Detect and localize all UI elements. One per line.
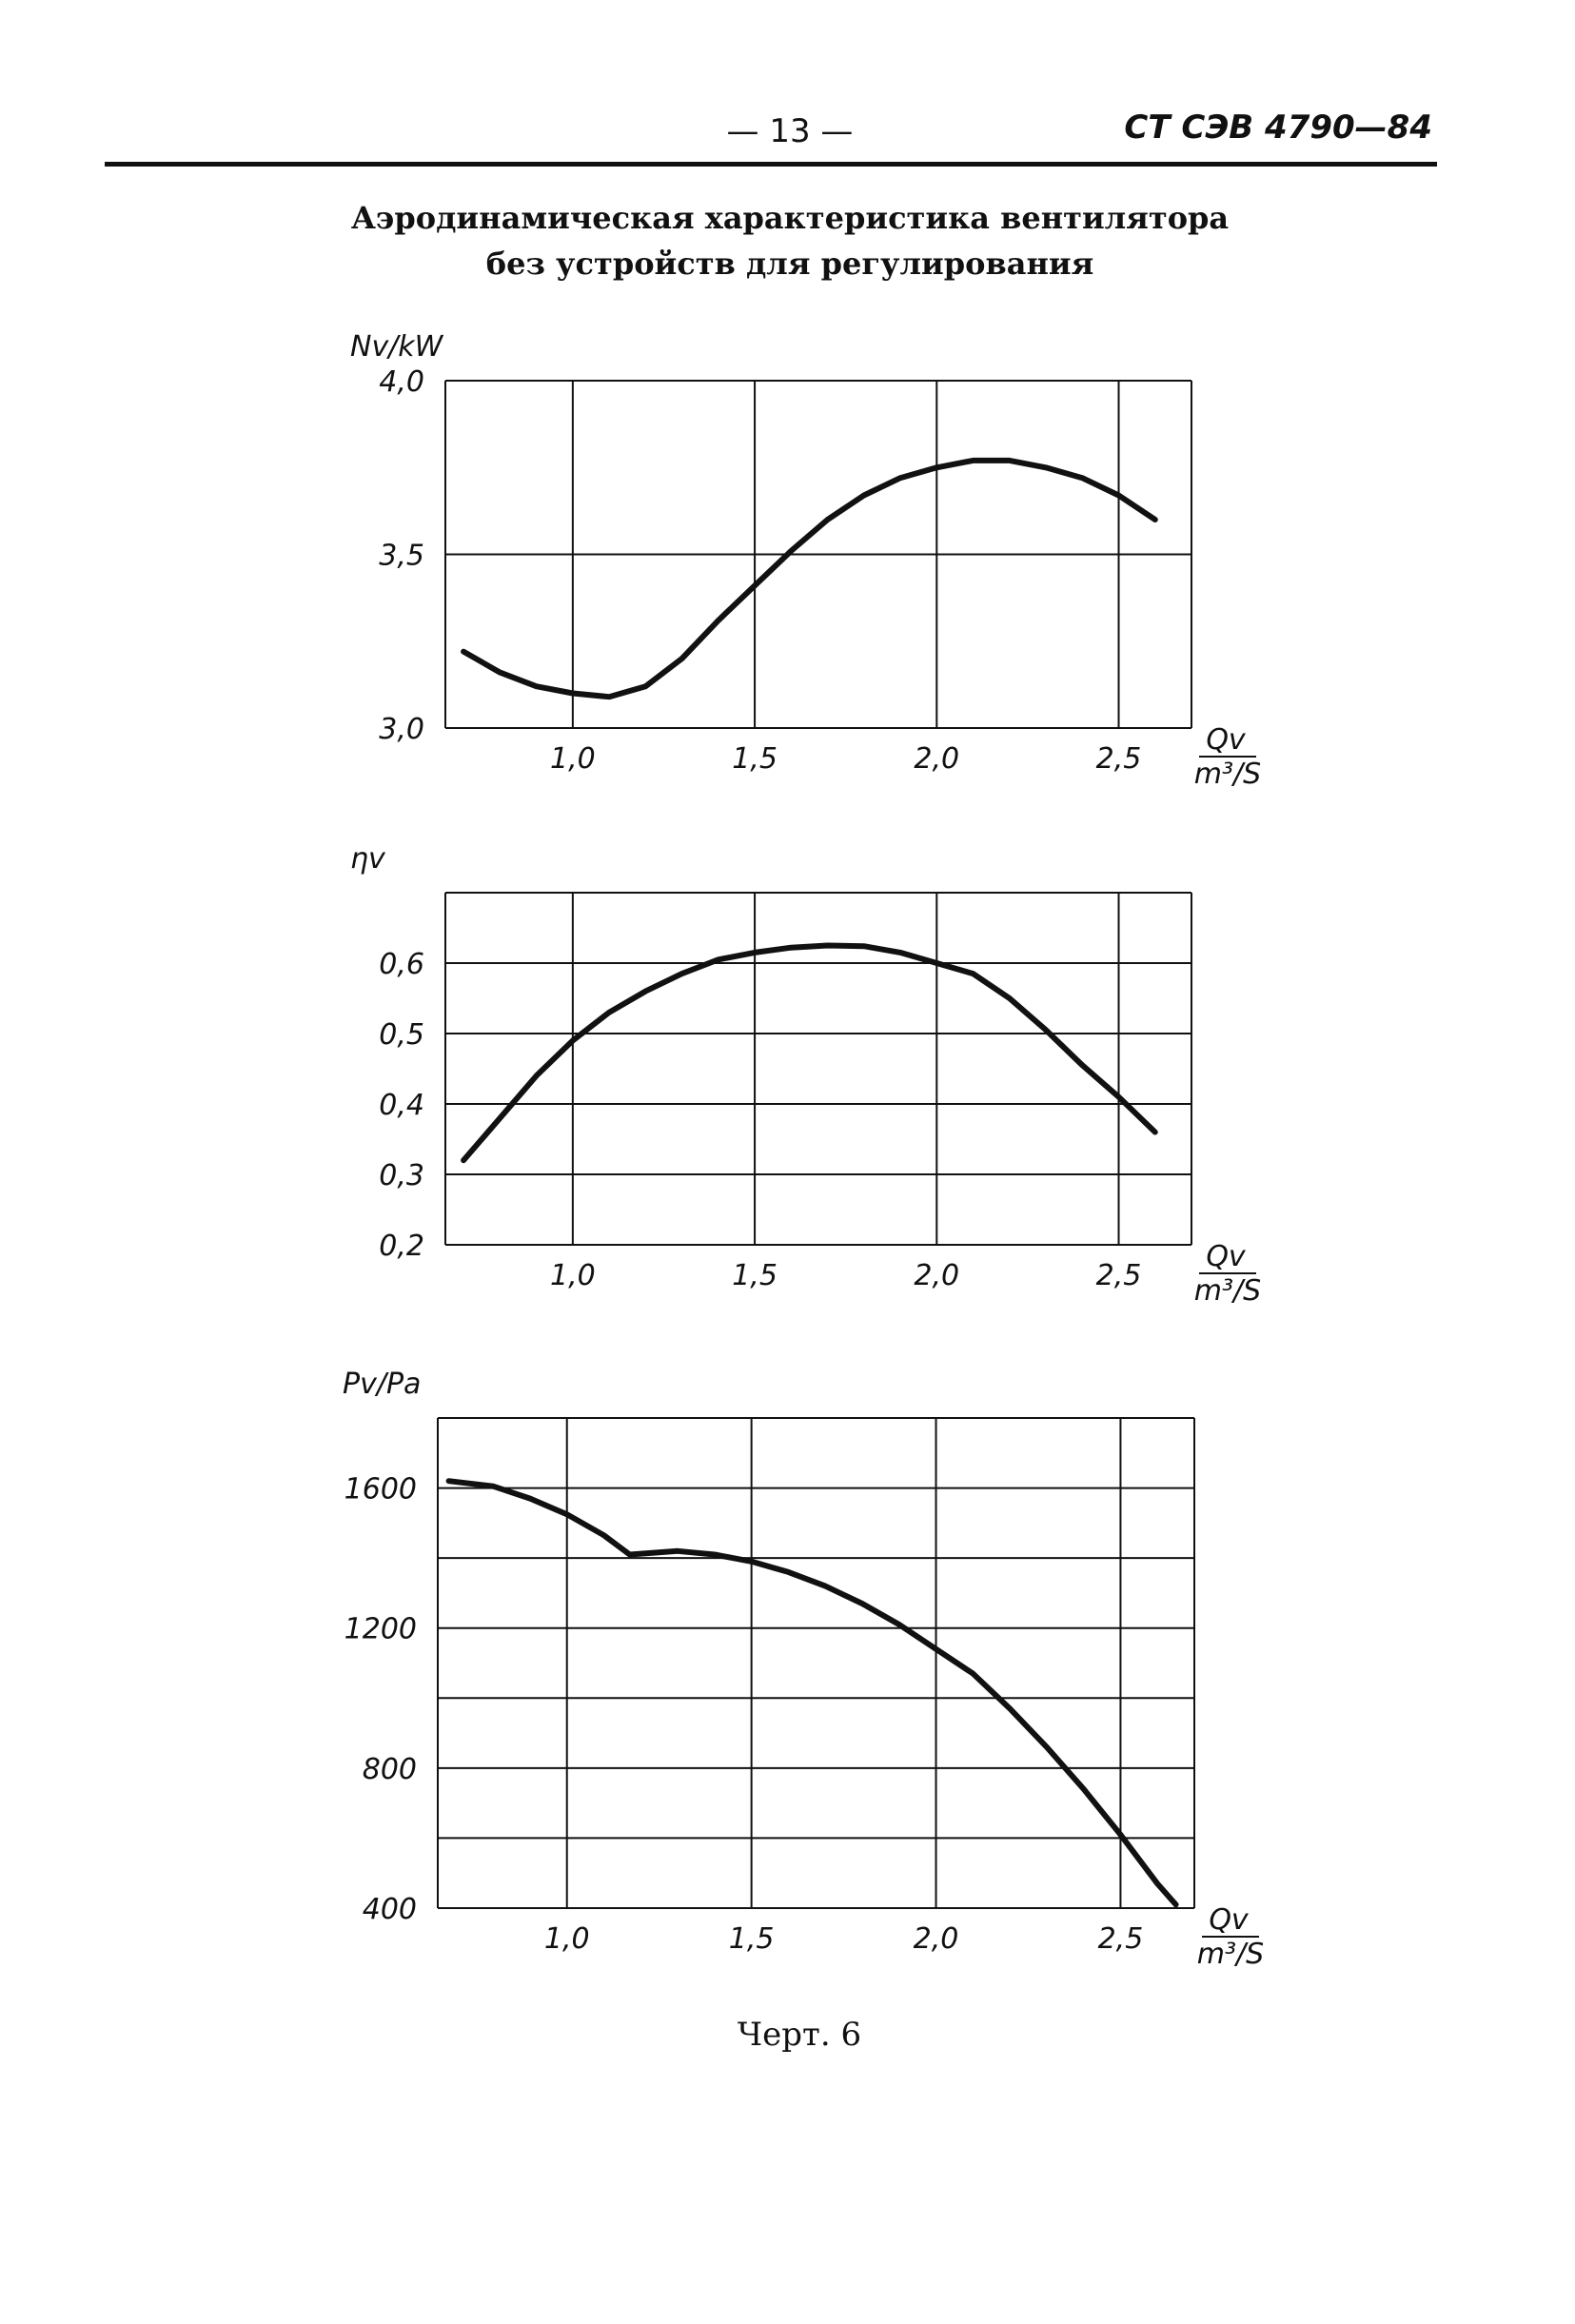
y-tick-label-0: 3,0 (379, 713, 424, 746)
page-number: — 13 — (726, 112, 854, 150)
x-tick-label-1: 1,5 (732, 1259, 778, 1292)
y-tick-label-1: 0,3 (379, 1159, 424, 1192)
y-tick-label-0: 400 (363, 1893, 417, 1926)
x-axis-label-numerator: Qv (1206, 723, 1247, 757)
x-axis-label-denominator: m³/S (1194, 758, 1261, 791)
y-axis-label: Nv/kW (350, 330, 444, 364)
y-tick-label-2: 1200 (345, 1613, 417, 1646)
figure-title-line-1: Аэродинамическая характеристика вентилят… (350, 200, 1230, 236)
header-rule (105, 162, 1437, 167)
y-axis-label: ηv (350, 842, 386, 876)
x-axis-label-numerator: Qv (1209, 1903, 1250, 1937)
x-tick-label-1: 1,5 (732, 742, 778, 776)
x-tick-label-3: 2,5 (1096, 742, 1142, 776)
x-tick-label-2: 2,0 (914, 742, 959, 776)
y-tick-label-4: 0,6 (379, 948, 424, 981)
x-tick-label-0: 1,0 (544, 1922, 590, 1956)
x-axis-label-denominator: m³/S (1194, 1274, 1261, 1308)
figure-title-line-2: без устройств для регулирования (485, 246, 1094, 282)
x-tick-label-2: 2,0 (914, 1259, 959, 1292)
x-tick-label-1: 1,5 (729, 1922, 775, 1956)
y-tick-label-2: 4,0 (379, 365, 424, 399)
y-tick-label-2: 0,4 (379, 1089, 424, 1122)
document-code: CT СЭВ 4790—84 (1124, 108, 1432, 147)
x-tick-label-2: 2,0 (914, 1922, 959, 1956)
series-line-0 (461, 457, 1158, 700)
y-tick-label-3: 1600 (345, 1473, 417, 1507)
series-line-0 (461, 942, 1158, 1164)
x-axis-label-denominator: m³/S (1197, 1938, 1264, 1971)
x-axis-label-numerator: Qv (1206, 1240, 1247, 1273)
y-axis-label: Pv/Pa (343, 1368, 421, 1401)
y-tick-label-3: 0,5 (379, 1018, 424, 1052)
y-tick-label-0: 0,2 (379, 1230, 424, 1263)
x-tick-label-3: 2,5 (1098, 1922, 1144, 1956)
x-tick-label-3: 2,5 (1096, 1259, 1142, 1292)
y-tick-label-1: 800 (363, 1753, 417, 1786)
x-tick-label-0: 1,0 (550, 742, 596, 776)
x-tick-label-0: 1,0 (550, 1259, 596, 1292)
figure-title: Аэродинамическая характеристика вентилят… (190, 195, 1389, 286)
series-line-0 (445, 1478, 1179, 1908)
y-tick-label-1: 3,5 (379, 540, 424, 573)
figure-caption: Черт. 6 (737, 2016, 862, 2054)
